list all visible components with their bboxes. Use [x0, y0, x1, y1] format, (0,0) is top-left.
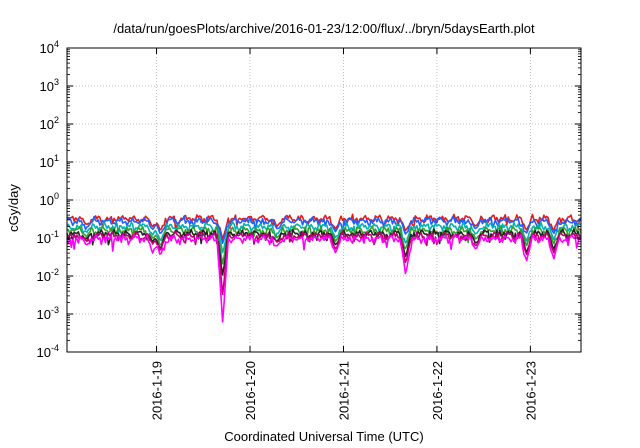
y-axis: 10-4 10-3 10-2 10-1 100 101 102 103 104 — [37, 39, 581, 360]
series-line-2 — [66, 215, 582, 245]
y-tick-label: 10-1 — [37, 229, 59, 246]
series-line-3 — [66, 221, 582, 254]
x-tick-label: 2016-1-23 — [523, 361, 538, 420]
series-line-7 — [66, 233, 582, 323]
x-axis-label: Coordinated Universal Time (UTC) — [224, 429, 423, 444]
y-tick-label: 10-4 — [37, 343, 59, 360]
y-tick-label: 101 — [40, 153, 59, 170]
y-axis-label: cGy/day — [6, 184, 21, 232]
x-tick-label: 2016-1-22 — [430, 361, 445, 420]
y-tick-label: 10-2 — [37, 267, 59, 284]
x-tick-label: 2016-1-21 — [336, 361, 351, 420]
grid — [67, 48, 581, 352]
series-line-6 — [66, 230, 582, 296]
series-layer — [66, 213, 582, 323]
y-tick-label: 100 — [40, 191, 59, 208]
x-tick-label: 2016-1-19 — [150, 361, 165, 420]
chart-title: /data/run/goesPlots/archive/2016-01-23/1… — [113, 21, 535, 36]
y-tick-label: 10-3 — [37, 305, 59, 322]
plot-frame — [66, 47, 582, 353]
y-tick-label: 102 — [40, 115, 59, 132]
y-tick-label: 103 — [40, 77, 59, 94]
x-axis: 2016-1-19 2016-1-20 2016-1-21 2016-1-22 2016… — [150, 48, 538, 420]
x-tick-label: 2016-1-20 — [243, 361, 258, 420]
y-tick-label: 104 — [40, 39, 59, 56]
